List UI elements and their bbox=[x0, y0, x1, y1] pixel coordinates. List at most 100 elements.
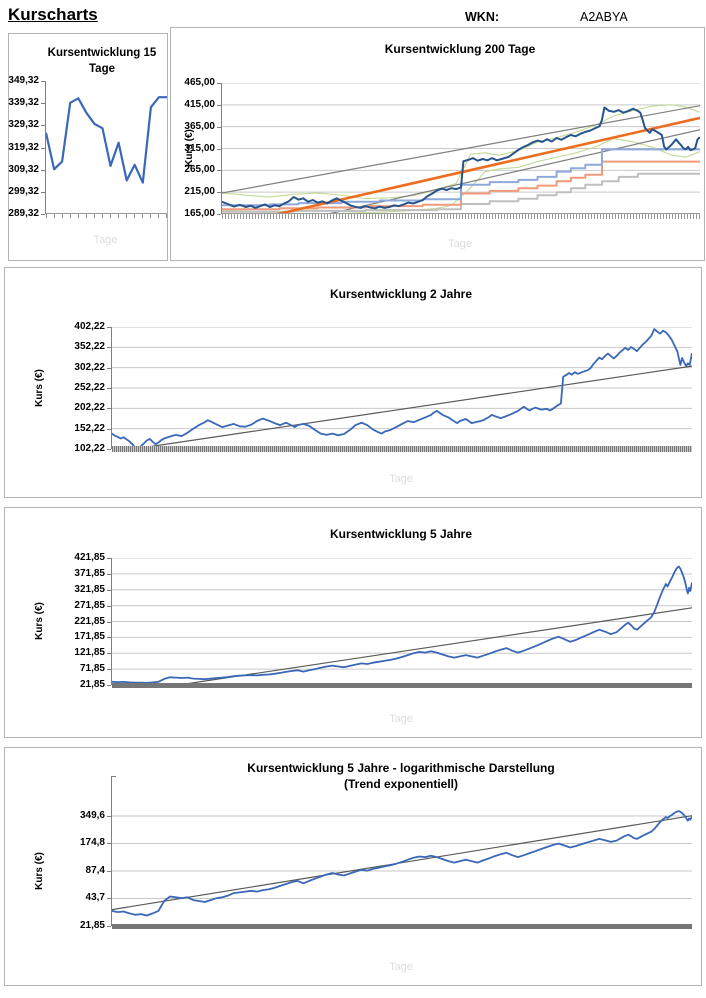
page-title: Kurscharts bbox=[8, 5, 98, 24]
plot-area bbox=[221, 83, 700, 219]
y-tick-label: 365,00 bbox=[184, 120, 215, 132]
y-tick-mark bbox=[107, 573, 111, 575]
chart-panel-2-jahre: Kursentwicklung 2 Jahre Kurs (€) Tage 40… bbox=[4, 267, 702, 498]
chart-panel-5-jahre: Kursentwicklung 5 Jahre Kurs (€) Tage 42… bbox=[4, 507, 702, 738]
y-tick-label: 321,85 bbox=[74, 583, 105, 595]
y-tick-mark bbox=[107, 558, 111, 559]
y-tick-label: 174,8 bbox=[79, 837, 105, 849]
y-tick-mark bbox=[217, 192, 221, 194]
y-tick-label: 329,32 bbox=[8, 119, 39, 131]
y-tick-mark bbox=[107, 408, 111, 410]
series-kurs bbox=[222, 106, 700, 210]
y-tick-label: 215,00 bbox=[184, 186, 215, 198]
y-tick-mark bbox=[217, 83, 221, 84]
y-tick-mark bbox=[107, 685, 111, 686]
y-tick-mark bbox=[107, 605, 111, 607]
x-axis-watermark: Tage bbox=[389, 473, 413, 485]
y-tick-mark bbox=[107, 449, 111, 450]
y-tick-label: 289,32 bbox=[8, 208, 39, 219]
plot-area bbox=[45, 81, 167, 218]
wkn-value: A2ABYA bbox=[580, 10, 628, 24]
chart-panel-5-jahre-log: Kursentwicklung 5 Jahre - logarithmische… bbox=[4, 747, 702, 986]
series-trend-orange bbox=[271, 116, 700, 214]
y-tick-mark bbox=[107, 621, 111, 623]
chart-panel-200-tage: Kursentwicklung 200 Tage Kurs (€) Tage 4… bbox=[170, 27, 705, 261]
chart-title: Kursentwicklung 5 Jahre - logarithmische… bbox=[247, 761, 555, 775]
y-tick-label: 302,22 bbox=[74, 361, 105, 373]
y-tick-mark bbox=[217, 104, 221, 106]
y-tick-label: 349,32 bbox=[8, 75, 39, 86]
y-tick-label: 87,4 bbox=[85, 864, 105, 876]
chart-canvas bbox=[112, 810, 692, 926]
y-tick-mark bbox=[107, 589, 111, 591]
y-tick-mark bbox=[107, 653, 111, 655]
y-tick-label: 371,85 bbox=[74, 567, 105, 579]
y-axis-title: Kurs (€) bbox=[34, 602, 45, 640]
y-tick-label: 339,32 bbox=[8, 97, 39, 109]
series-kurs bbox=[112, 810, 692, 917]
plot-area bbox=[111, 558, 692, 688]
y-tick-mark bbox=[107, 870, 111, 872]
y-tick-mark bbox=[41, 191, 45, 193]
y-tick-label: 71,85 bbox=[79, 663, 105, 675]
y-tick-mark bbox=[217, 170, 221, 172]
y-tick-mark bbox=[41, 125, 45, 127]
y-tick-label: 465,00 bbox=[184, 77, 215, 88]
y-tick-label: 402,22 bbox=[74, 321, 105, 332]
y-tick-label: 102,22 bbox=[74, 443, 105, 454]
y-tick-label: 265,00 bbox=[184, 164, 215, 176]
y-tick-mark bbox=[217, 148, 221, 150]
chart-subtitle: (Trend exponentiell) bbox=[343, 777, 458, 791]
y-tick-mark bbox=[107, 347, 111, 349]
series-kurs bbox=[112, 565, 692, 684]
y-tick-label: 309,32 bbox=[8, 163, 39, 175]
y-tick-label: 171,85 bbox=[74, 631, 105, 643]
y-tick-mark bbox=[41, 81, 45, 82]
y-tick-mark bbox=[41, 103, 45, 105]
chart-canvas bbox=[222, 83, 700, 214]
x-axis-watermark: Tage bbox=[93, 234, 118, 246]
y-tick-mark bbox=[41, 147, 45, 149]
y-axis-extension bbox=[111, 776, 116, 797]
y-tick-label: 202,22 bbox=[74, 402, 105, 414]
chart-title: Kursentwicklung 15 Tage bbox=[47, 47, 157, 75]
series-trend bbox=[133, 365, 692, 449]
y-tick-mark bbox=[107, 428, 111, 430]
series-trend bbox=[178, 607, 692, 685]
y-tick-label: 21,85 bbox=[79, 679, 105, 690]
series-kurs bbox=[112, 328, 692, 449]
y-tick-mark bbox=[107, 367, 111, 369]
y-tick-mark bbox=[107, 926, 111, 927]
chart-canvas bbox=[46, 96, 167, 184]
y-tick-mark bbox=[107, 815, 111, 817]
y-tick-mark bbox=[217, 214, 221, 215]
y-tick-mark bbox=[107, 843, 111, 845]
y-tick-label: 252,22 bbox=[74, 382, 105, 393]
chart-canvas bbox=[112, 558, 692, 685]
y-tick-label: 271,85 bbox=[74, 599, 105, 611]
series-kanal-oben bbox=[222, 105, 700, 194]
chart-title: Kursentwicklung 5 Jahre bbox=[329, 527, 473, 541]
chart-panel-15-tage: Kursentwicklung 15 Tage Tage 349,32 339,3… bbox=[8, 33, 168, 261]
y-tick-label: 152,22 bbox=[74, 422, 105, 434]
y-tick-label: 415,00 bbox=[184, 98, 215, 110]
y-tick-label: 43,7 bbox=[85, 892, 105, 904]
y-tick-label: 165,00 bbox=[184, 208, 215, 219]
y-tick-mark bbox=[107, 327, 111, 328]
chart-canvas bbox=[112, 327, 692, 449]
y-axis-title: Kurs (€) bbox=[34, 369, 45, 407]
y-tick-label: 299,32 bbox=[8, 185, 39, 197]
chart-title: Kursentwicklung 200 Tage bbox=[384, 42, 536, 56]
y-tick-mark bbox=[107, 637, 111, 639]
y-tick-label: 121,85 bbox=[74, 647, 105, 659]
y-tick-label: 421,85 bbox=[74, 552, 105, 563]
series-kurs bbox=[46, 96, 167, 184]
x-axis-watermark: Tage bbox=[389, 961, 413, 973]
x-axis-watermark: Tage bbox=[448, 238, 472, 250]
y-tick-mark bbox=[217, 126, 221, 128]
series-band-oben bbox=[222, 104, 700, 200]
chart-title: Kursentwicklung 2 Jahre bbox=[329, 287, 473, 301]
y-axis-title: Kurs (€) bbox=[34, 852, 45, 890]
wkn-label: WKN: bbox=[465, 10, 500, 24]
y-tick-label: 319,32 bbox=[8, 141, 39, 153]
